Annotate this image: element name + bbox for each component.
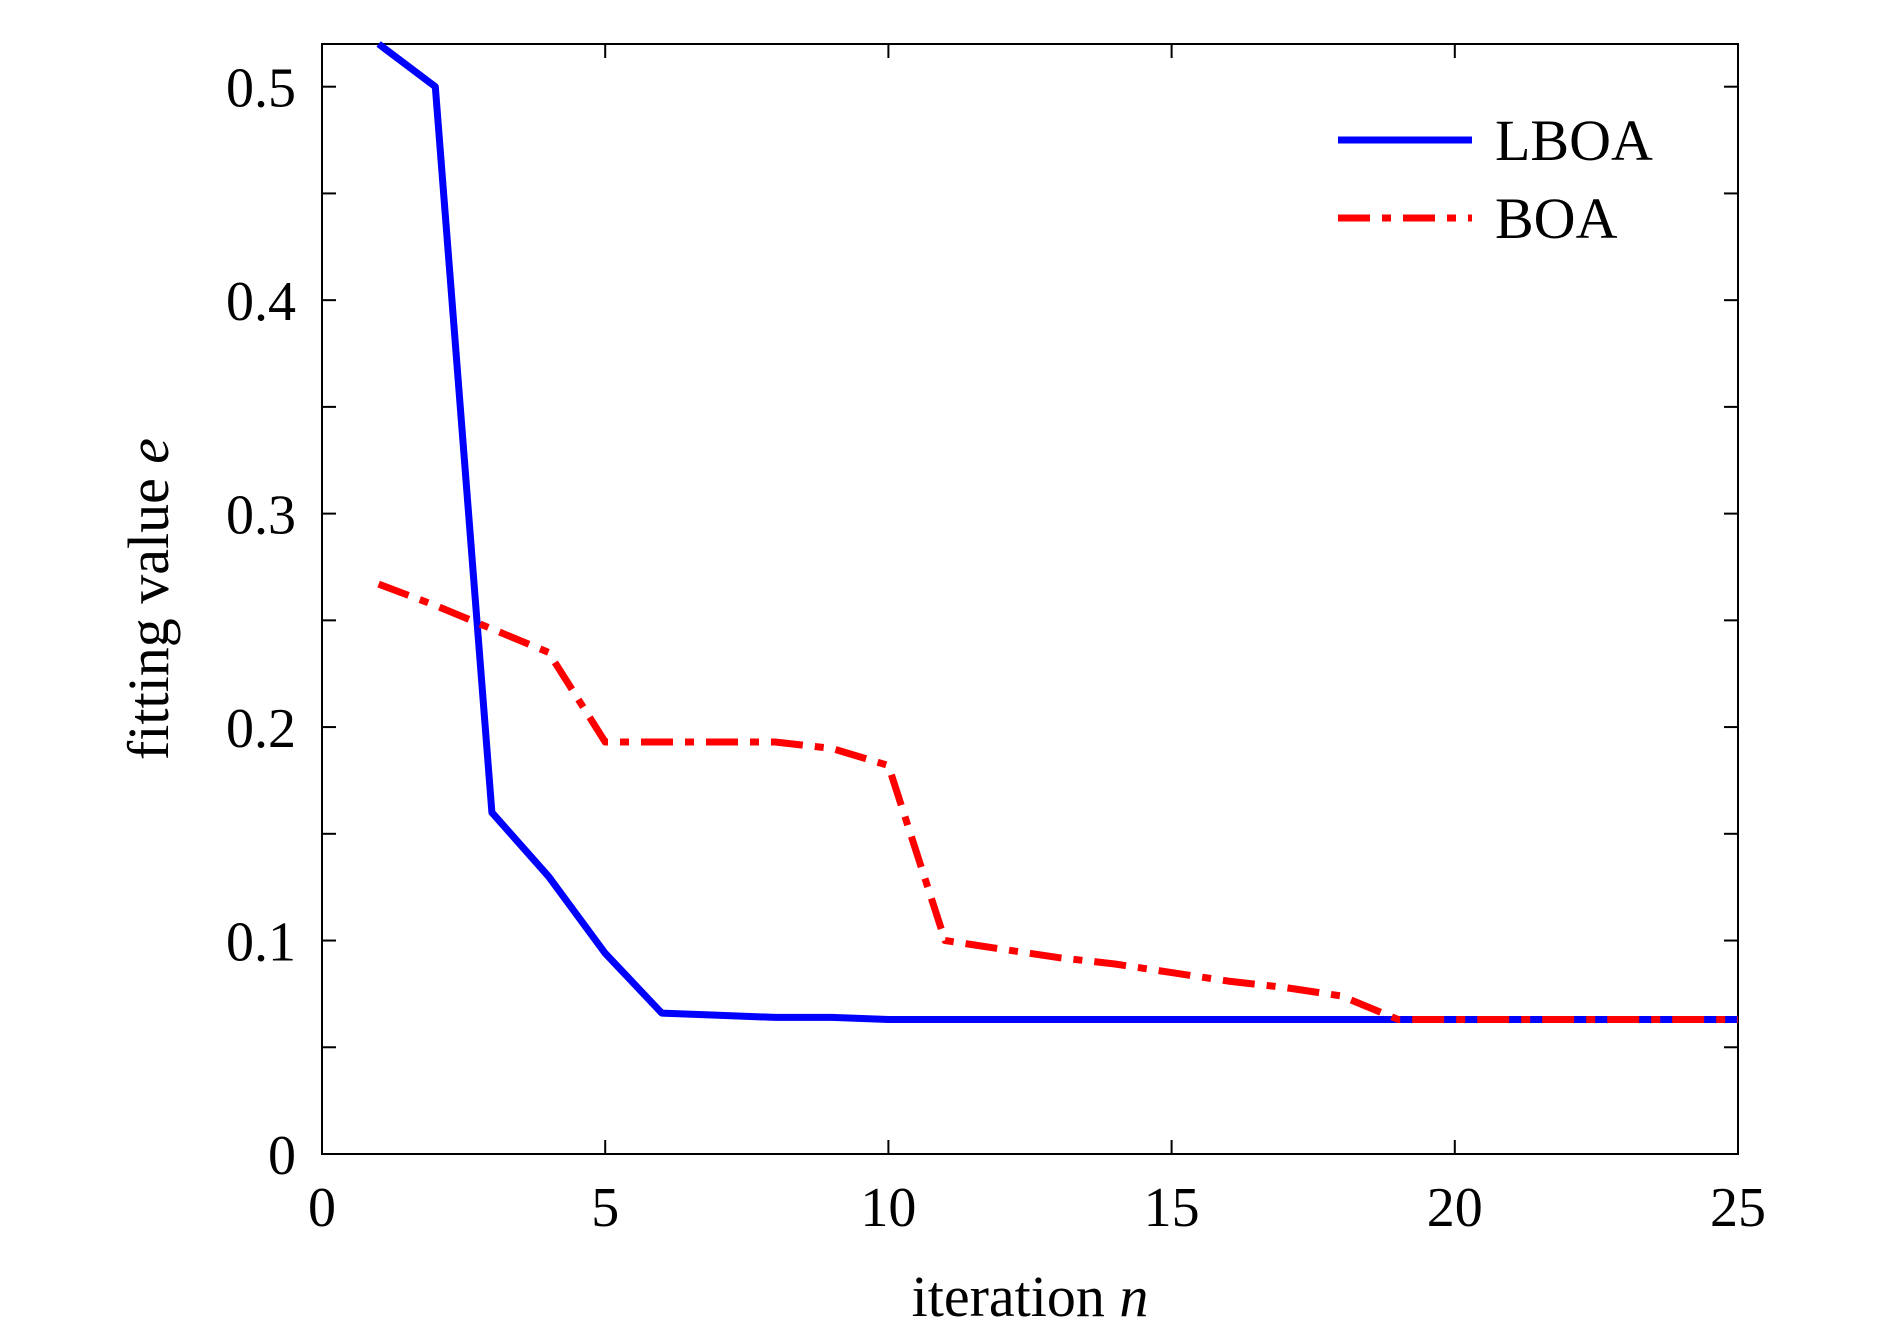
tick-labels: 0 5 10 15 20 25 0 0.1 0.2 0.3 0.4 0.5 — [226, 58, 1766, 1239]
x-tick-label: 5 — [591, 1177, 619, 1239]
series-line-lboa — [376, 41, 1738, 1023]
legend-label-boa: BOA — [1495, 186, 1618, 251]
y-axis-label: fitting value e — [116, 438, 181, 760]
y-tick-label: 0.5 — [226, 58, 296, 120]
legend: LBOA BOA — [1338, 108, 1653, 251]
x-tick-label: 10 — [860, 1177, 916, 1239]
x-tick-label: 15 — [1144, 1177, 1200, 1239]
y-tick-label: 0 — [268, 1125, 296, 1187]
y-tick-label: 0.4 — [226, 271, 296, 333]
y-tick-label: 0.3 — [226, 485, 296, 547]
x-tick-label: 20 — [1427, 1177, 1483, 1239]
series-line-boa — [377, 580, 1738, 1023]
y-tick-label: 0.2 — [226, 698, 296, 760]
x-tick-label: 0 — [308, 1177, 336, 1239]
legend-label-lboa: LBOA — [1495, 108, 1653, 173]
y-tick-label: 0.1 — [226, 912, 296, 974]
x-axis-label: iteration n — [912, 1264, 1149, 1329]
series-layer — [376, 41, 1738, 1023]
x-tick-label: 25 — [1710, 1177, 1766, 1239]
axis-ticks — [321, 44, 1739, 1155]
plot-area — [321, 43, 1739, 1155]
